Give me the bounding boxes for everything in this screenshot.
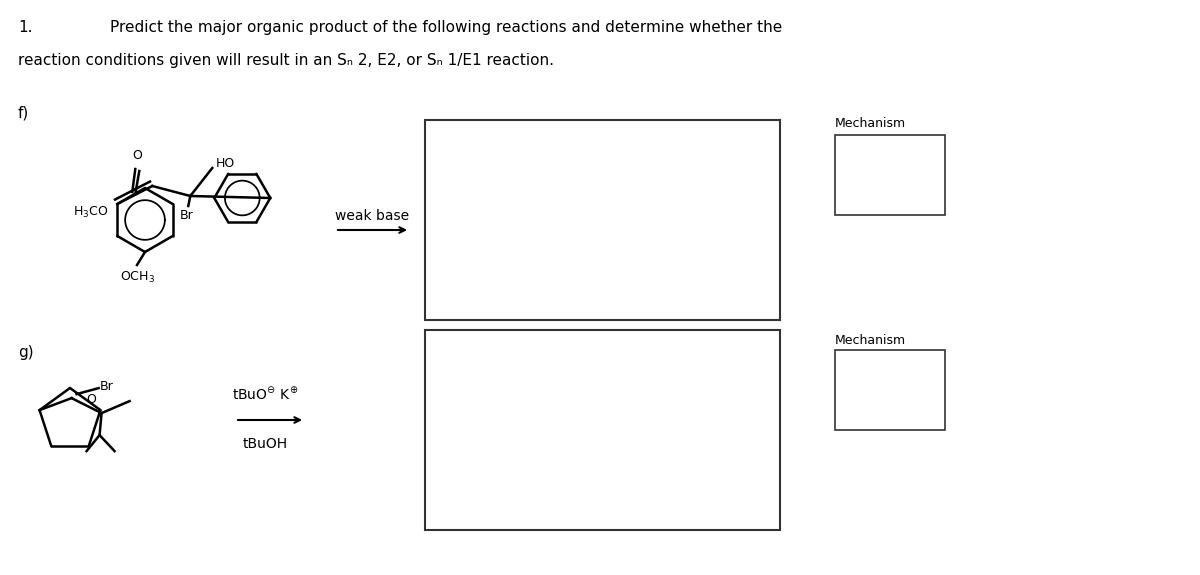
Text: f): f) xyxy=(18,105,29,120)
Text: 1.: 1. xyxy=(18,20,32,35)
Text: Br: Br xyxy=(100,380,113,393)
Text: Br: Br xyxy=(180,209,193,222)
Bar xyxy=(835,350,946,430)
Text: reaction conditions given will result in an Sₙ 2, E2, or Sₙ 1/E1 reaction.: reaction conditions given will result in… xyxy=(18,53,554,68)
Bar xyxy=(425,120,780,320)
Text: HO: HO xyxy=(215,158,234,171)
Text: tBuOH: tBuOH xyxy=(242,437,288,451)
Text: g): g) xyxy=(18,345,34,360)
Text: weak base: weak base xyxy=(335,209,409,223)
Text: Mechanism: Mechanism xyxy=(835,334,906,347)
Text: tBuO$^{\ominus}$ K$^{\oplus}$: tBuO$^{\ominus}$ K$^{\oplus}$ xyxy=(232,386,298,403)
Text: O: O xyxy=(132,149,143,162)
Text: Mechanism: Mechanism xyxy=(835,117,906,130)
Bar xyxy=(835,135,946,215)
Text: H$_3$CO: H$_3$CO xyxy=(73,205,108,220)
Text: Predict the major organic product of the following reactions and determine wheth: Predict the major organic product of the… xyxy=(110,20,782,35)
Bar xyxy=(425,330,780,530)
Text: O: O xyxy=(86,393,96,406)
Text: OCH$_3$: OCH$_3$ xyxy=(120,270,155,285)
